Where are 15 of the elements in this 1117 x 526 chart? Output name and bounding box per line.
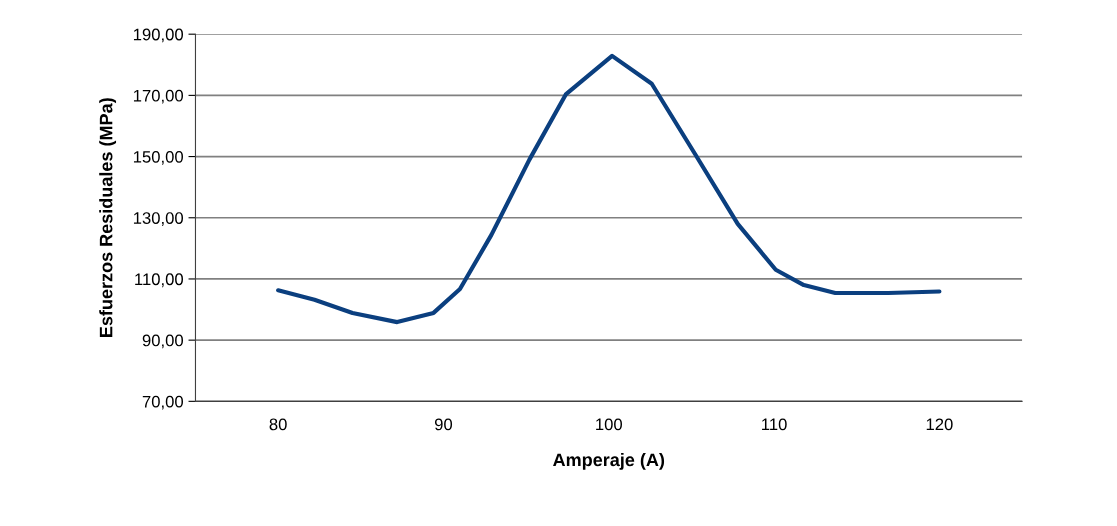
x-tick-label: 110 [762,418,787,431]
y-axis-title: Esfuerzos Residuales (MPa) [99,98,117,337]
y-tick-label: 130,00 [133,212,184,226]
y-tick-label: 90,00 [142,334,184,349]
y-tick-label: 150,00 [133,150,184,165]
y-tick-label: 170,00 [133,89,184,104]
x-tick-label: 120 [926,418,953,431]
line-series [276,53,942,325]
x-tick-label: 100 [596,418,623,431]
x-tick-label: 90 [434,418,453,431]
y-tick-label: 190,00 [133,28,184,43]
x-tick-label: 80 [269,418,287,431]
y-tick-label: 70,00 [142,395,184,410]
x-axis-title: Amperaje (A) [553,452,665,470]
y-tick-label: 110,00 [135,273,184,288]
